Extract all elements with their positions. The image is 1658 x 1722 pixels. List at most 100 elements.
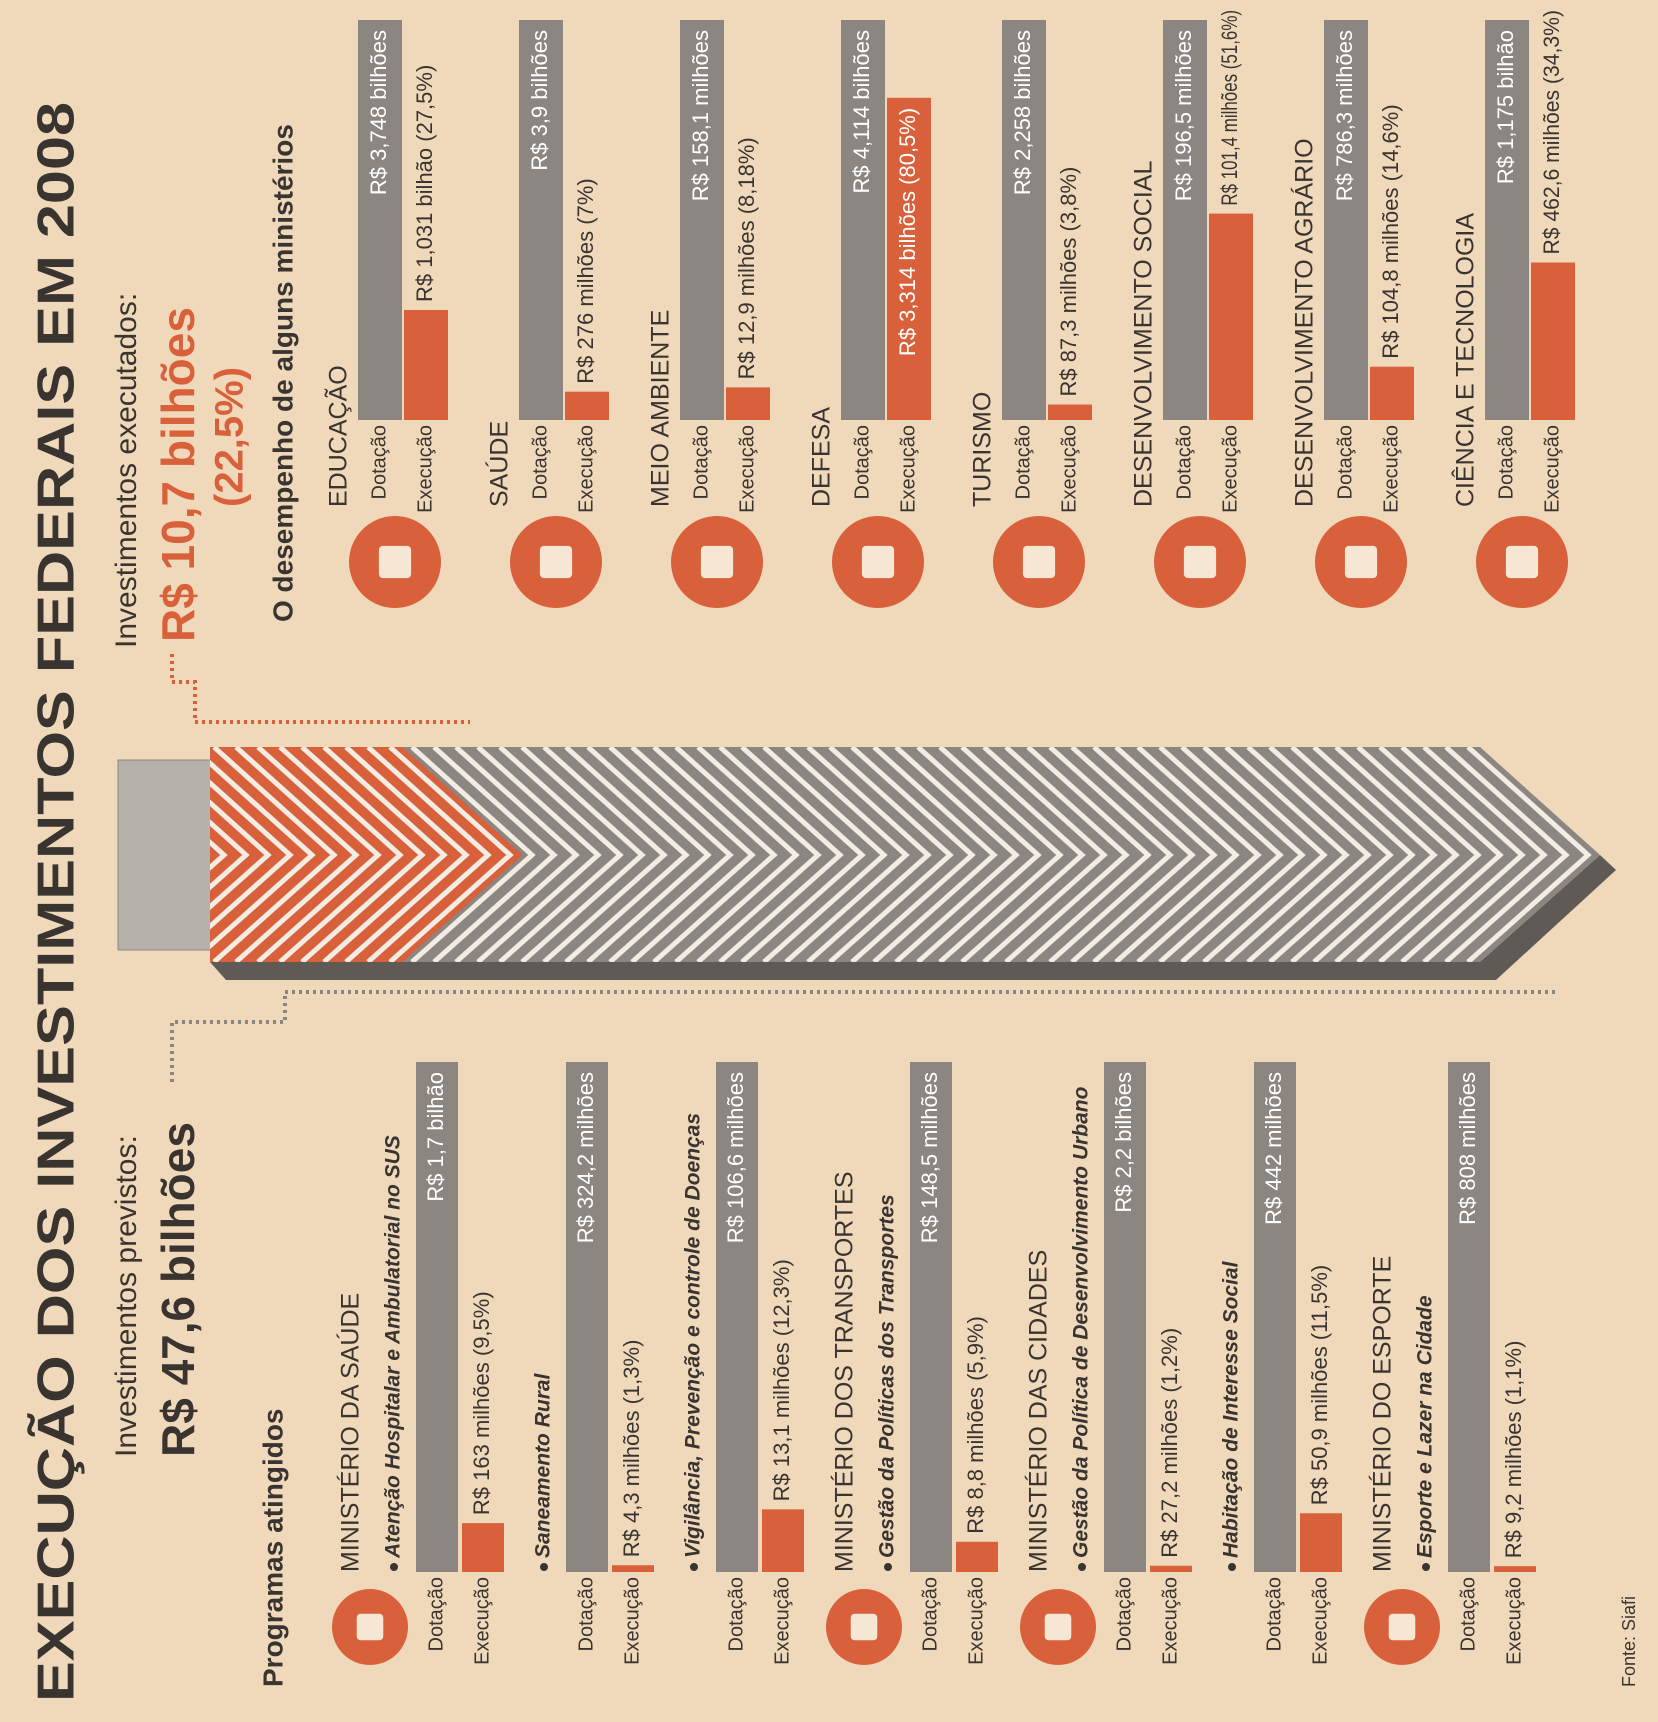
arrow-stripe xyxy=(828,747,954,962)
arrow-stripe xyxy=(960,747,1086,962)
value-label: R$ 163 milhões (9,5%) xyxy=(469,1291,494,1515)
icon-glyph xyxy=(1388,1613,1416,1641)
bar-execucao xyxy=(726,387,770,420)
value-label: R$ 8,8 milhões (5,9%) xyxy=(963,1316,988,1534)
arrow-stripe xyxy=(210,747,272,962)
bullet xyxy=(884,1563,892,1571)
bar-dotacao xyxy=(1104,1062,1146,1572)
arrow-stripe xyxy=(982,747,1108,962)
arrow-stripe xyxy=(1202,747,1328,962)
ministry-name: MINISTÉRIO DO ESPORTE xyxy=(1368,1256,1397,1572)
ministry-name: DEFESA xyxy=(808,407,836,507)
series-label: Execução xyxy=(1309,1577,1331,1665)
icon-glyph xyxy=(378,545,412,579)
arrow-side xyxy=(210,855,1616,980)
series-label: Execução xyxy=(771,1577,793,1665)
arrow-stripe xyxy=(608,747,734,962)
bar-execucao xyxy=(887,97,931,420)
series-label: Execução xyxy=(897,425,919,513)
bar-dotacao xyxy=(1254,1062,1296,1572)
bar-execucao xyxy=(565,391,609,420)
bar-dotacao xyxy=(716,1062,758,1572)
ministry-name: DESENVOLVIMENTO SOCIAL xyxy=(1130,161,1158,507)
series-label: Dotação xyxy=(919,1577,941,1652)
value-label: R$ 4,3 milhões (1,3%) xyxy=(619,1340,644,1558)
value-label: R$ 786,3 milhões xyxy=(1332,30,1357,201)
arrow-stripe xyxy=(388,747,514,962)
arrow-stripe xyxy=(278,747,404,962)
bar-execucao xyxy=(1209,213,1253,420)
series-label: Execução xyxy=(414,425,436,513)
bullet xyxy=(690,1563,698,1571)
arrow-stripe xyxy=(784,747,910,962)
arrow-stripe xyxy=(210,747,316,962)
arrow-stripe xyxy=(454,747,580,962)
arrow-stripe xyxy=(1224,747,1350,962)
icon-glyph xyxy=(1044,1613,1072,1641)
arrow-stripe xyxy=(1422,747,1548,962)
bar-dotacao xyxy=(566,1062,608,1572)
ministry-name: MINISTÉRIO DAS CIDADES xyxy=(1024,1250,1053,1572)
section-title: O desempenho de alguns ministérios xyxy=(267,124,298,622)
bullet xyxy=(1228,1563,1236,1571)
value-label: R$ 50,9 milhões (11,5%) xyxy=(1307,1265,1332,1506)
arrow-stripe xyxy=(872,747,998,962)
series-label: Execução xyxy=(1380,425,1402,513)
program-name: Vigilância, Prevenção e controle de Doen… xyxy=(682,1113,705,1558)
value-label: R$ 87,3 milhões (3,8%) xyxy=(1056,167,1081,397)
arrow-stripe xyxy=(1466,747,1592,962)
value-label: R$ 196,5 milhões xyxy=(1171,30,1196,201)
arrow-stripe xyxy=(344,747,470,962)
rotated-layout: EXECUÇÃO DOS INVESTIMENTOS FEDERAIS EM 2… xyxy=(27,10,1639,1702)
bullet xyxy=(1422,1563,1430,1571)
ministry-name: TURISMO xyxy=(969,392,997,507)
icon-glyph xyxy=(861,545,895,579)
bar-dotacao xyxy=(1324,20,1368,420)
arrow-stripe xyxy=(1136,747,1262,962)
bar-execucao xyxy=(612,1565,654,1572)
ministry-name: SAÚDE xyxy=(485,421,514,507)
program-name: Saneamento Rural xyxy=(532,1372,555,1558)
icon-glyph xyxy=(1022,545,1056,579)
arrow-stripe xyxy=(1334,747,1460,962)
arrow-stripe xyxy=(1444,747,1570,962)
bar-execucao xyxy=(462,1523,504,1572)
series-label: Dotação xyxy=(690,425,712,500)
program-name: Habitação de Interesse Social xyxy=(1220,1260,1243,1558)
value-label: R$ 3,9 bilhões xyxy=(527,30,552,171)
bar-dotacao xyxy=(1002,20,1046,420)
bullet xyxy=(540,1563,548,1571)
bar-dotacao xyxy=(1485,20,1529,420)
arrow-stripe xyxy=(1290,747,1416,962)
value-label: R$ 3,748 bilhões xyxy=(366,30,391,195)
ministry-name: CIÊNCIA E TECNOLOGIA xyxy=(1451,213,1480,507)
arrow-stripe xyxy=(916,747,1042,962)
icon-glyph xyxy=(1183,545,1217,579)
arrow-stripe xyxy=(1114,747,1240,962)
arrow-stripe xyxy=(476,747,602,962)
series-label: Dotação xyxy=(725,1577,747,1652)
executed-value: R$ 10,7 bilhões xyxy=(152,307,204,642)
value-label: R$ 1,175 bilhão xyxy=(1493,30,1518,184)
arrow-stripe xyxy=(210,747,250,962)
value-label: R$ 148,5 milhões xyxy=(917,1072,942,1243)
arrow-stripe xyxy=(542,747,668,962)
bar-dotacao xyxy=(841,20,885,420)
arrow-stripe xyxy=(1378,747,1504,962)
arrow-stripe xyxy=(1048,747,1174,962)
arrow-stripe xyxy=(322,747,448,962)
value-label: R$ 4,114 bilhões xyxy=(849,30,874,194)
bar-execucao xyxy=(762,1509,804,1572)
arrow-stripe xyxy=(586,747,712,962)
arrow-stripe xyxy=(630,747,756,962)
series-label: Dotação xyxy=(575,1577,597,1652)
series-label: Dotação xyxy=(1113,1577,1135,1652)
arrow-stripe xyxy=(740,747,866,962)
series-label: Dotação xyxy=(1012,425,1034,500)
bar-dotacao xyxy=(680,20,724,420)
arrow-stripe xyxy=(564,747,690,962)
arrow-stripe xyxy=(850,747,976,962)
series-label: Dotação xyxy=(1263,1577,1285,1652)
value-label: R$ 276 milhões (7%) xyxy=(573,178,598,383)
